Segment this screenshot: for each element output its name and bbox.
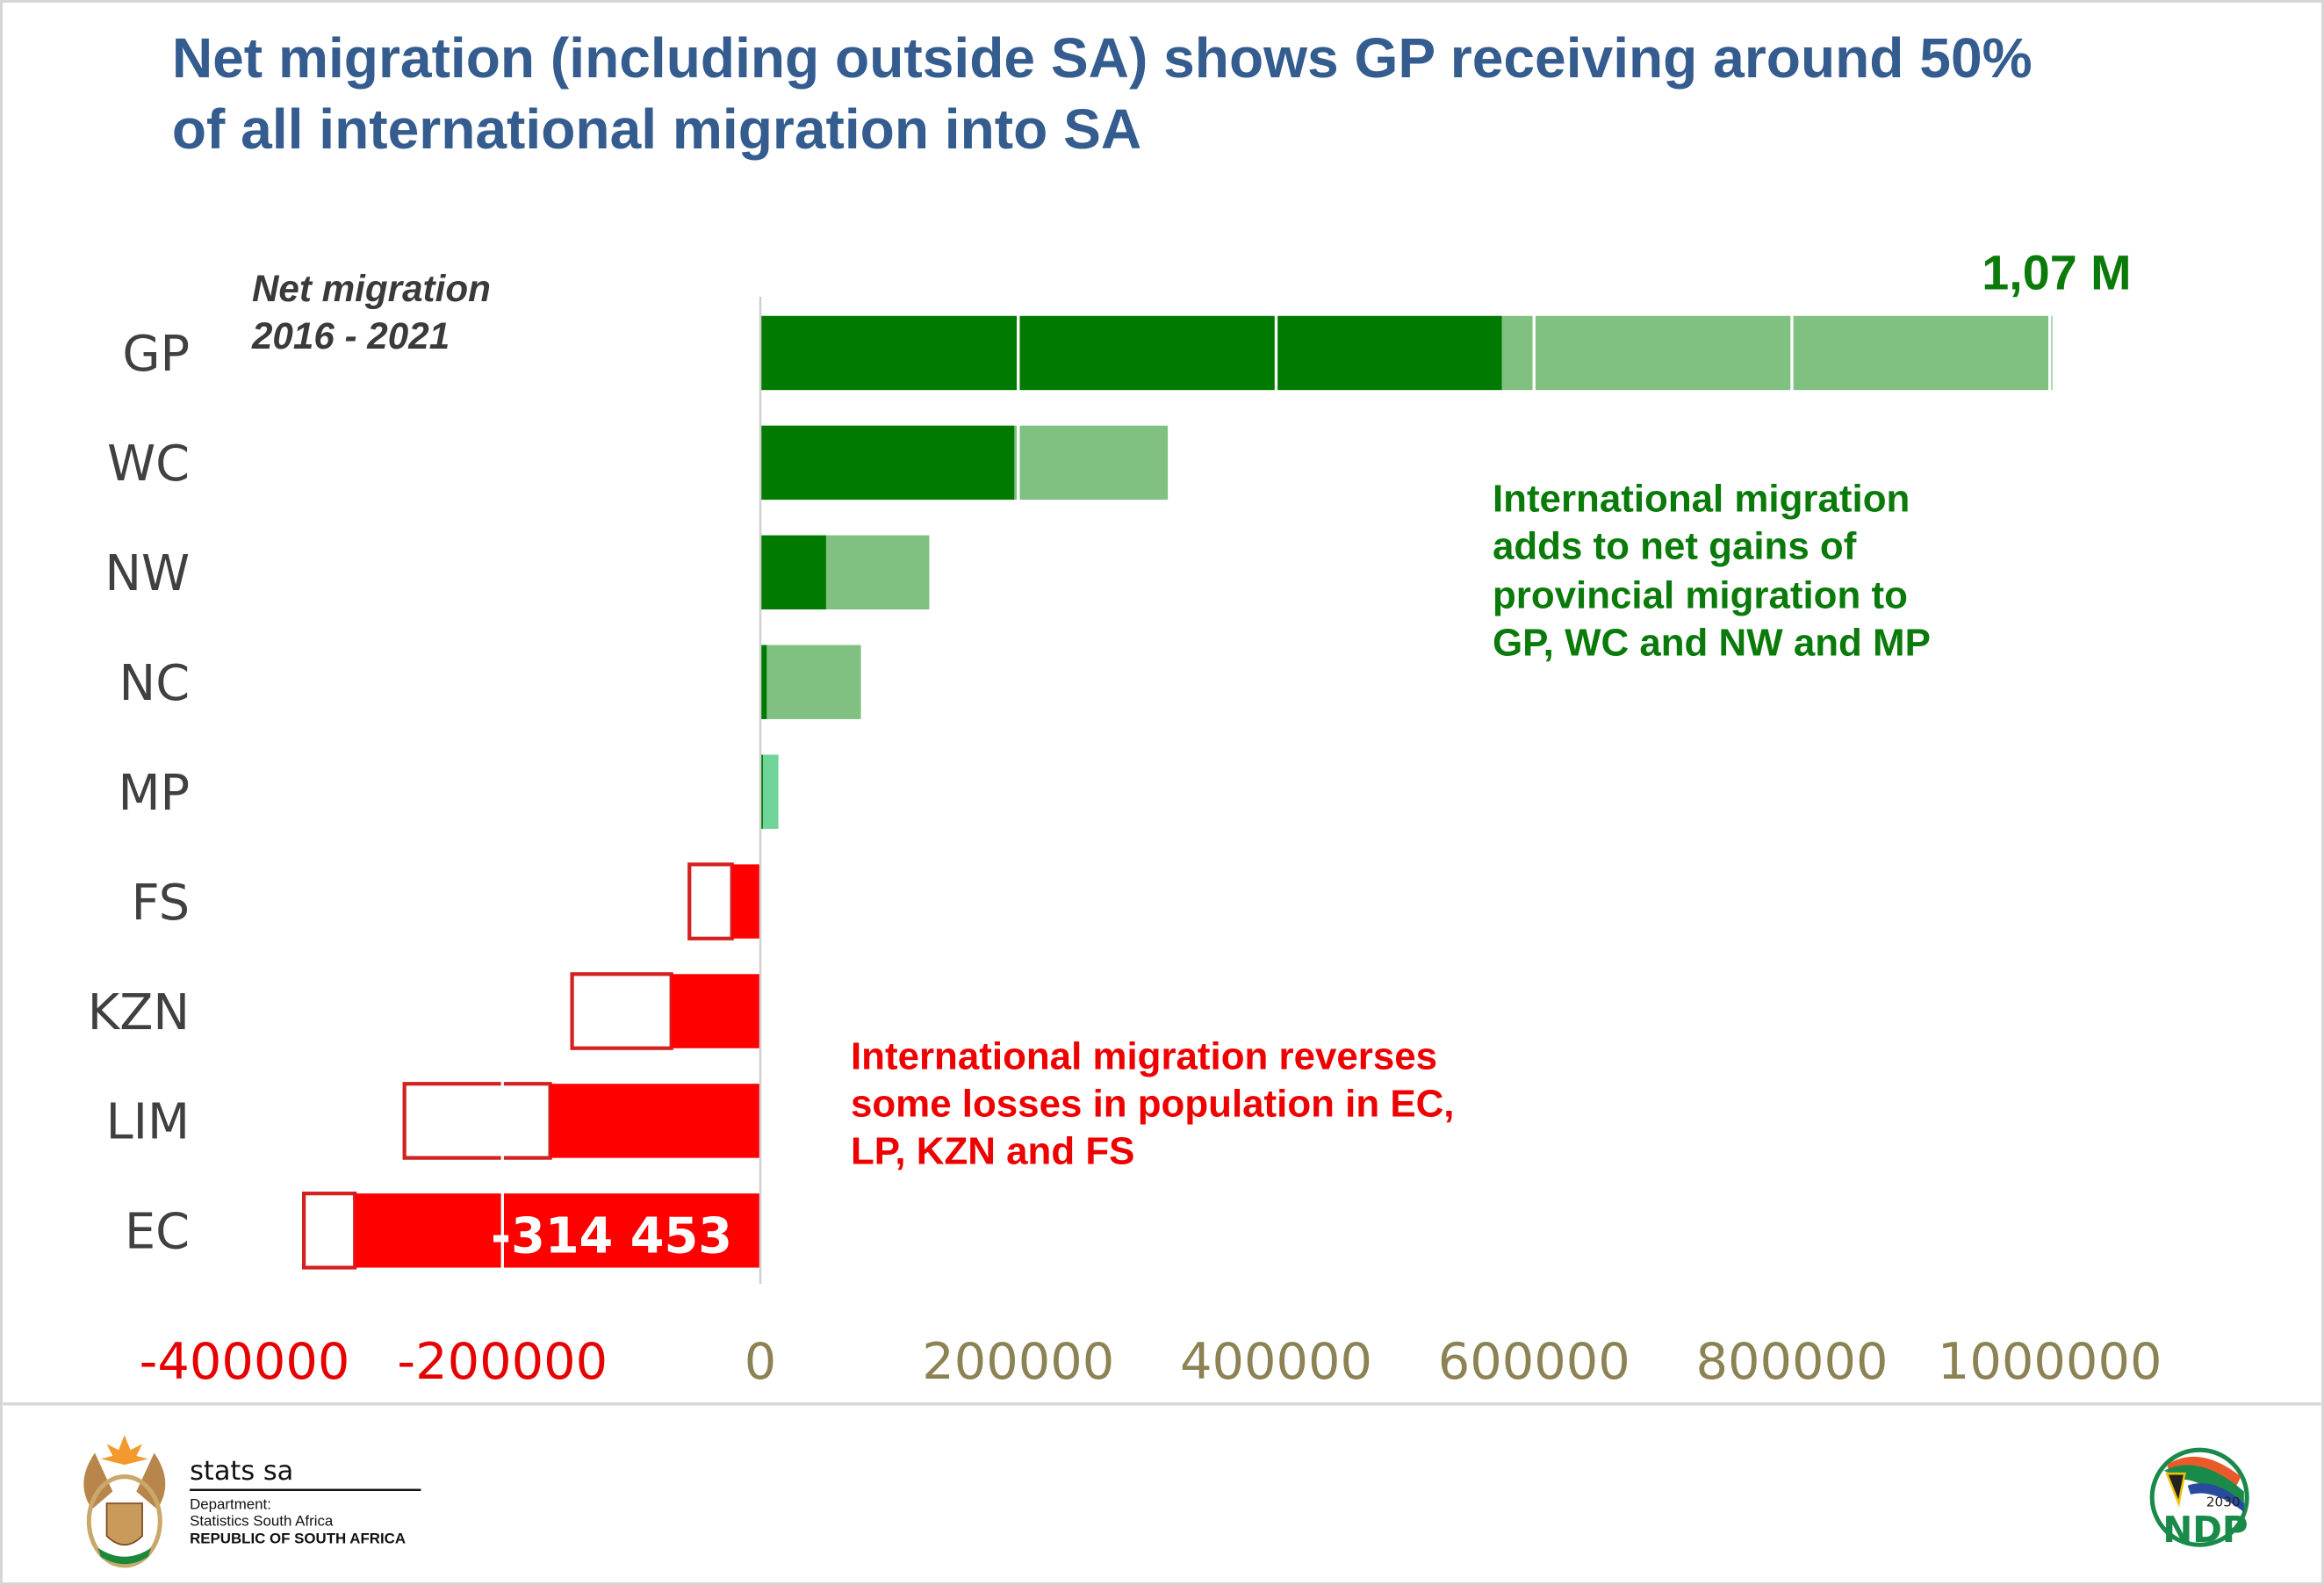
category-label-fs: FS — [132, 875, 190, 932]
category-label-gp: GP — [122, 326, 190, 383]
bar-provincial-gp — [760, 315, 1502, 391]
footer-org: Statistics South Africa — [190, 1512, 334, 1529]
bar-international-nc — [766, 645, 861, 719]
slide-title-line1: Net migration (including outside SA) sho… — [172, 26, 2033, 90]
category-label-lim: LIM — [106, 1094, 191, 1151]
coat-of-arms-logo — [83, 1435, 166, 1568]
bar-international-gp — [1501, 315, 2053, 391]
footer-dept: Department: — [190, 1496, 271, 1513]
ndp-year: 2030 — [2206, 1494, 2241, 1509]
bar-provincial-lim — [402, 1082, 552, 1160]
category-label-mp: MP — [118, 765, 190, 822]
bar-international-mp — [762, 754, 779, 829]
bar-international-lim — [550, 1084, 761, 1158]
loss-annotation-line: some losses in population in EC, — [851, 1082, 1454, 1125]
gain-annotation-line: GP, WC and NW and MP — [1493, 621, 1931, 664]
bar-provincial-wc — [760, 425, 1015, 501]
bar-provincial-ec — [301, 1192, 357, 1270]
x-tick-label: -400000 — [140, 1332, 350, 1391]
x-tick-label: 1000000 — [1938, 1332, 2162, 1391]
bar-international-kzn — [671, 974, 761, 1048]
x-tick-label: 0 — [745, 1332, 777, 1391]
bar-provincial-kzn — [570, 972, 673, 1050]
bar-provincial-nc — [760, 645, 767, 719]
category-label-wc: WC — [107, 436, 190, 493]
x-tick-label: 600000 — [1438, 1332, 1630, 1391]
x-tick-label: 800000 — [1695, 1332, 1888, 1391]
gain-annotation-line: adds to net gains of — [1493, 525, 1857, 568]
ec-total-label: -314 453 — [491, 1208, 732, 1265]
gain-annotation-line: provincial migration to — [1493, 573, 1908, 616]
ndp-2030-logo: 2030 NDP — [2149, 1447, 2249, 1551]
loss-annotation-line: LP, KZN and FS — [851, 1129, 1134, 1172]
x-tick-label: -200000 — [397, 1332, 608, 1391]
bar-provincial-mp — [760, 754, 763, 829]
gain-annotation: International migration adds to net gain… — [1493, 478, 1931, 665]
category-label-nw: NW — [104, 545, 190, 602]
bar-provincial-fs — [687, 862, 734, 940]
ndp-text: NDP — [2162, 1509, 2248, 1551]
category-label-nc: NC — [119, 655, 191, 712]
bar-provincial-nw — [760, 535, 826, 610]
category-labels: GP WC NW NC MP FS KZN LIM EC — [88, 326, 190, 1260]
footer-country: REPUBLIC OF SOUTH AFRICA — [190, 1531, 406, 1547]
bar-international-nw — [825, 535, 930, 610]
loss-annotation: International migration reverses some lo… — [851, 1034, 1454, 1172]
bar-international-ec — [355, 1193, 761, 1268]
gain-annotation-line: International migration — [1493, 478, 1910, 521]
chart-note-line2: 2016 - 2021 — [251, 315, 450, 357]
slide-title-line2: of all international migration into SA — [172, 97, 1141, 161]
category-label-kzn: KZN — [88, 984, 190, 1041]
x-tick-label: 200000 — [922, 1332, 1114, 1391]
gp-total-label: 1,07 M — [1982, 245, 2131, 299]
loss-annotation-line: International migration reverses — [851, 1034, 1437, 1077]
chart-note-line1: Net migration — [252, 268, 491, 309]
bar-international-wc — [1014, 425, 1169, 501]
category-label-ec: EC — [125, 1204, 190, 1261]
bars — [242, 304, 2053, 1275]
x-tick-label: 400000 — [1180, 1332, 1372, 1391]
stats-sa-logo-text: stats sa — [190, 1456, 293, 1487]
bar-international-fs — [731, 864, 761, 939]
x-tick-labels: -400000 -200000 0 200000 400000 600000 800000 1… — [140, 1332, 2162, 1391]
